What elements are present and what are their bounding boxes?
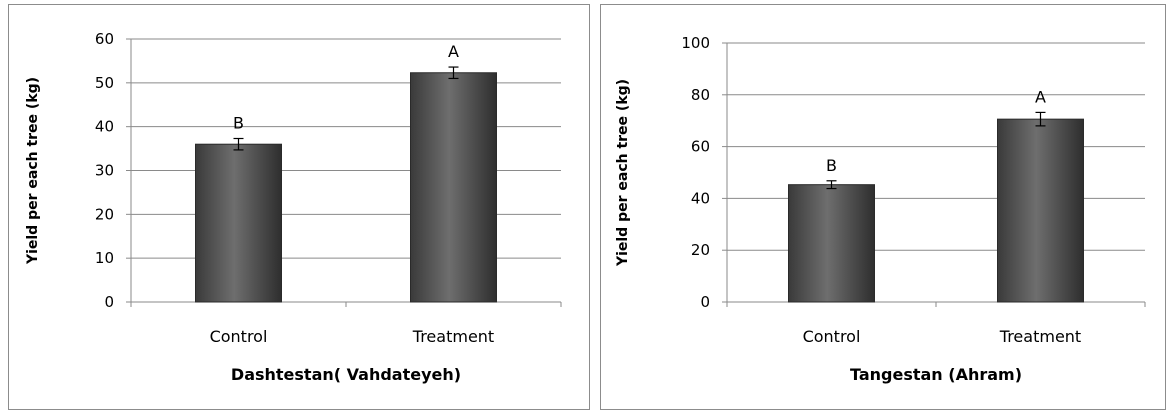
x-axis-title: Tangestan (Ahram) (850, 365, 1022, 384)
chart-panel-left: 0 10 20 30 40 50 60 B Control A Treatment Dashtesta… (8, 4, 590, 410)
chart-panel-right: 0 20 40 60 80 100 B Control A Treatment Tangestan … (600, 4, 1166, 410)
x-axis-title: Dashtestan( Vahdateyeh) (231, 365, 461, 384)
y-tick-label: 20 (95, 205, 114, 223)
y-tick-label: 60 (95, 30, 114, 48)
y-tick-label: 60 (691, 138, 710, 156)
x-tick-label: Treatment (999, 327, 1081, 346)
y-tick-label: 10 (95, 249, 114, 267)
significance-letter: B (826, 156, 837, 175)
y-tick-label: 20 (691, 241, 710, 259)
y-tick-label: 100 (681, 34, 710, 52)
y-tick-label: 50 (95, 74, 114, 92)
significance-letter: B (233, 114, 244, 133)
y-axis-title: Yield per each tree (kg) (25, 77, 41, 265)
y-tick-label: 40 (691, 189, 710, 207)
y-axis-title: Yield per each tree (kg) (615, 79, 631, 267)
bar-treatment (997, 118, 1084, 303)
y-tick-label: 40 (95, 118, 114, 136)
bar-treatment (410, 72, 497, 303)
x-tick-label: Control (210, 327, 268, 346)
bar-chart-left: 0 10 20 30 40 50 60 B Control A Treatment Dashtesta… (25, 30, 562, 384)
significance-letter: A (448, 42, 459, 61)
y-tick-label: 30 (95, 162, 114, 180)
significance-letter: A (1035, 87, 1046, 106)
bar-control (195, 143, 282, 303)
y-tick-label: 0 (700, 293, 710, 311)
y-tick-label: 80 (691, 86, 710, 104)
bar-control (788, 184, 875, 303)
x-tick-label: Treatment (412, 327, 494, 346)
x-tick-label: Control (803, 327, 861, 346)
y-tick-label: 0 (104, 293, 114, 311)
bar-chart-right: 0 20 40 60 80 100 B Control A Treatment Tangestan … (615, 34, 1146, 384)
